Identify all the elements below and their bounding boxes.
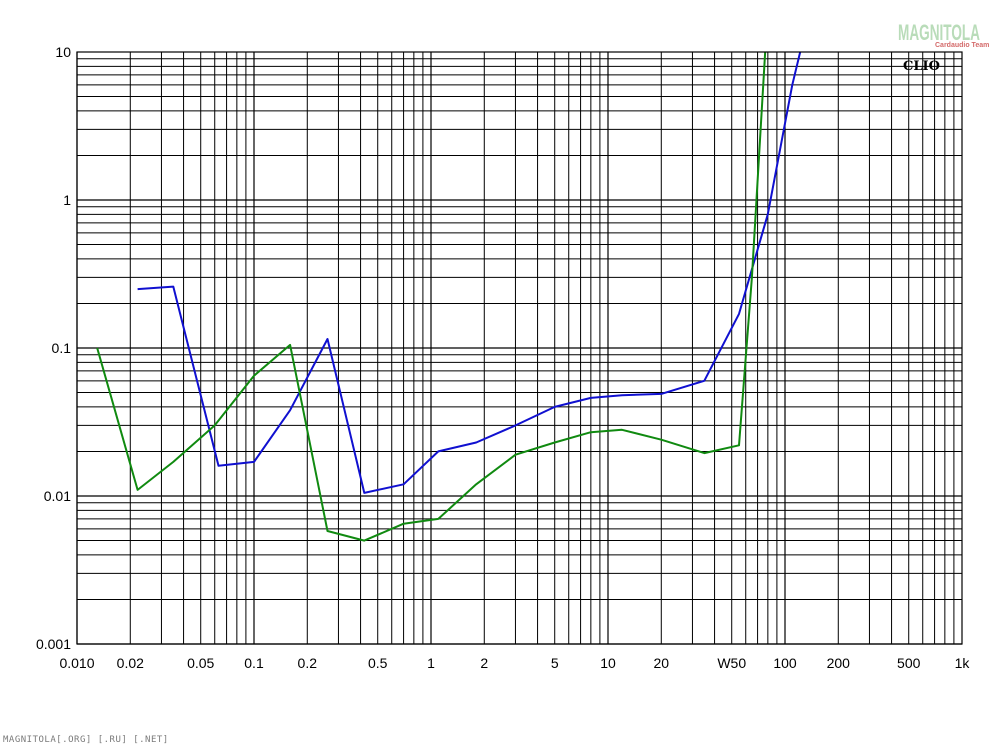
x-tick-label: 1k (955, 655, 971, 671)
series-line-1 (137, 52, 802, 494)
y-tick-label: 0.001 (36, 636, 71, 652)
x-tick-label: 20 (653, 655, 669, 671)
x-tick-label: 0.05 (187, 655, 214, 671)
x-tick-label: 0.1 (244, 655, 264, 671)
grid (76, 52, 962, 645)
x-tick-label: 200 (827, 655, 851, 671)
x-tick-label: W50 (717, 655, 746, 671)
x-tick-label: 100 (773, 655, 797, 671)
series-line-2 (96, 52, 767, 542)
y-tick-label: 0.01 (44, 488, 71, 504)
x-tick-label: 0.02 (117, 655, 144, 671)
clio-annotation: CLIO (903, 59, 940, 74)
y-tick-label: 1 (63, 192, 71, 208)
x-tick-label: 0.2 (298, 655, 318, 671)
x-tick-label: 0.5 (368, 655, 388, 671)
x-tick-label: 5 (551, 655, 559, 671)
y-axis-tick-labels: 10 1 0.1 0.01 0.001 (36, 44, 71, 652)
x-tick-label: 0.010 (59, 655, 94, 671)
plot-frame (76, 51, 963, 645)
y-tick-label: 10 (55, 44, 71, 60)
x-tick-label: 500 (897, 655, 921, 671)
footer-text: MAGNITOLA[.ORG] [.RU] [.NET] (3, 735, 169, 745)
x-tick-label: 1 (427, 655, 435, 671)
x-axis-tick-labels: 0.010 0.02 0.05 0.1 0.2 0.5 1 2 5 10 20 W50 100 200 50… (59, 655, 970, 671)
x-tick-label: 10 (600, 655, 616, 671)
series-layer (96, 52, 802, 542)
logo-wordmark: MAGNITOLA (898, 20, 980, 45)
x-tick-label: 2 (480, 655, 488, 671)
logo-subtitle: Cardaudio Team (935, 42, 989, 49)
y-tick-label: 0.1 (52, 340, 72, 356)
magnitola-logo: MAGNITOLA Cardaudio Team (898, 20, 989, 49)
